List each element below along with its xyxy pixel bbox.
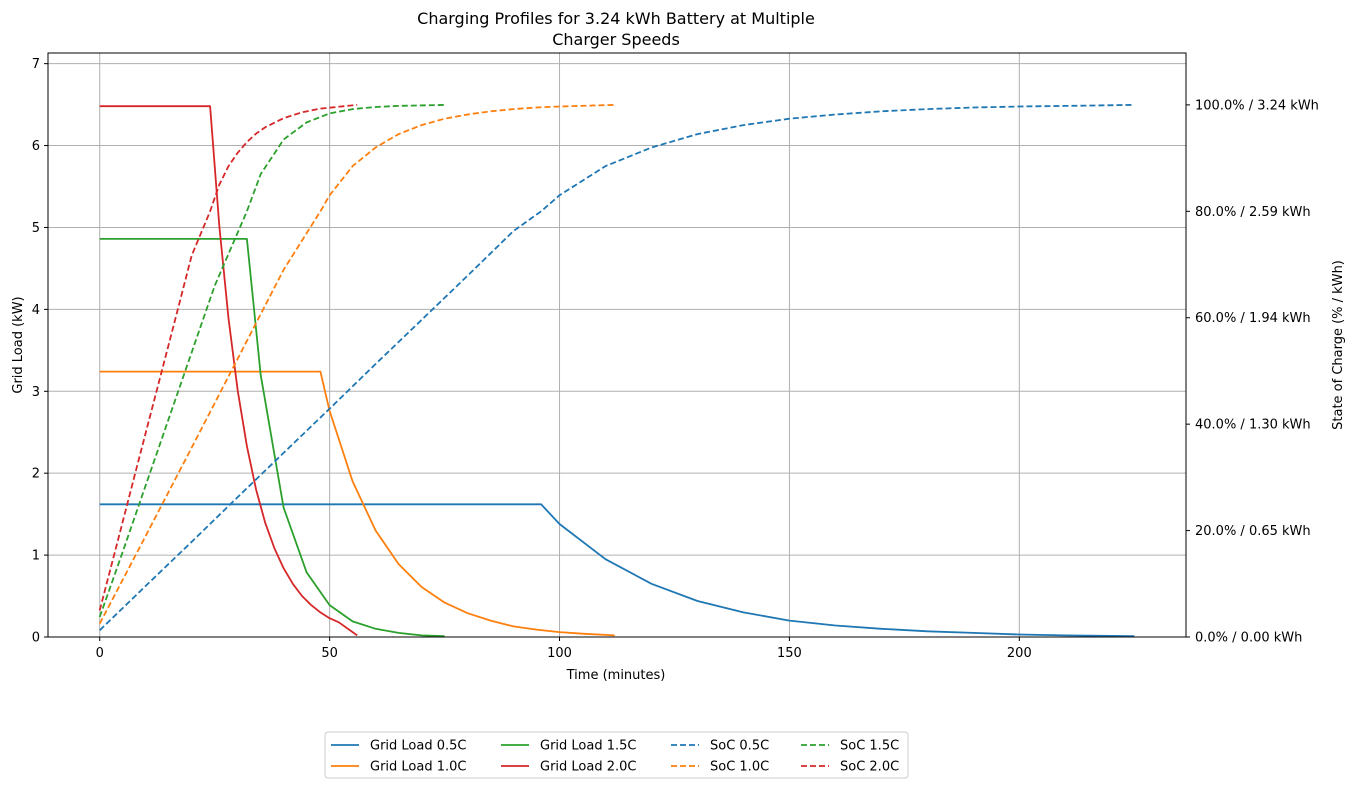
- y-axis-ticks: 0 1 2 3 4 5 6 7: [32, 57, 48, 646]
- y-tick-label-0: 0: [32, 631, 40, 646]
- legend-label-5: SoC 1.0C: [710, 760, 769, 775]
- y2-tick-label-2: 40.0% / 1.30 kWh: [1195, 418, 1311, 433]
- y2-tick-label-5: 100.0% / 3.24 kWh: [1195, 98, 1319, 113]
- plot-frame: [47, 52, 1187, 638]
- legend-label-1: Grid Load 1.0C: [370, 760, 466, 775]
- y-tick-label-6: 6: [32, 139, 40, 154]
- grid: [48, 53, 1186, 638]
- y2-axis-ticks: 0.0% / 0.00 kWh 20.0% / 0.65 kWh 40.0% / 1…: [1186, 98, 1319, 646]
- series-line-soc-1-5c: [98, 104, 445, 618]
- y-tick-label-3: 3: [32, 385, 40, 400]
- x-tick-label-1: 50: [321, 646, 338, 661]
- y-tick-label-5: 5: [32, 221, 40, 236]
- y-tick-label-1: 1: [32, 549, 40, 564]
- series-line-soc-0-5c: [99, 104, 1135, 631]
- y2-tick-label-1: 20.0% / 0.65 kWh: [1195, 524, 1311, 539]
- series-line-grid-load-2-0c: [99, 105, 358, 637]
- x-tick-label-0: 0: [96, 646, 104, 661]
- legend-box: [324, 731, 909, 779]
- chart-title-line-1: Charging Profiles for 3.24 kWh Battery a…: [417, 9, 815, 28]
- legend-label-7: SoC 2.0C: [840, 760, 899, 775]
- legend-label-4: SoC 0.5C: [710, 739, 769, 754]
- x-axis-ticks: 0 50 100 150 200: [96, 637, 1032, 661]
- legend: Grid Load 0.5C Grid Load 1.0C Grid Load 1.…: [324, 731, 909, 779]
- series-line-grid-load-0-5c: [99, 503, 1135, 638]
- x-tick-label-3: 150: [777, 646, 802, 661]
- series-line-grid-load-1-5c: [99, 237, 445, 638]
- y2-tick-label-0: 0.0% / 0.00 kWh: [1195, 631, 1302, 646]
- y-axis-label: Grid Load (kW): [11, 296, 26, 393]
- y-tick-label-7: 7: [32, 57, 40, 72]
- y2-axis-label: State of Charge (% / kWh): [1331, 260, 1346, 430]
- chart-title: Charging Profiles for 3.24 kWh Battery a…: [417, 9, 815, 49]
- y-tick-label-2: 2: [32, 467, 40, 482]
- y2-tick-label-4: 80.0% / 2.59 kWh: [1195, 205, 1311, 220]
- x-tick-label-2: 100: [547, 646, 572, 661]
- series-line-grid-load-1-0c: [99, 370, 615, 637]
- y-tick-label-4: 4: [32, 303, 40, 318]
- x-axis-label: Time (minutes): [566, 668, 666, 683]
- legend-label-3: Grid Load 2.0C: [540, 760, 636, 775]
- legend-label-2: Grid Load 1.5C: [540, 739, 636, 754]
- y2-tick-label-3: 60.0% / 1.94 kWh: [1195, 311, 1311, 326]
- series-line-soc-1-0c: [98, 104, 615, 625]
- series-line-soc-2-0c: [98, 104, 358, 611]
- chart-title-line-2: Charger Speeds: [552, 30, 680, 49]
- series-lines: [98, 104, 1135, 638]
- legend-label-0: Grid Load 0.5C: [370, 739, 466, 754]
- legend-label-6: SoC 1.5C: [840, 739, 899, 754]
- x-tick-label-4: 200: [1007, 646, 1032, 661]
